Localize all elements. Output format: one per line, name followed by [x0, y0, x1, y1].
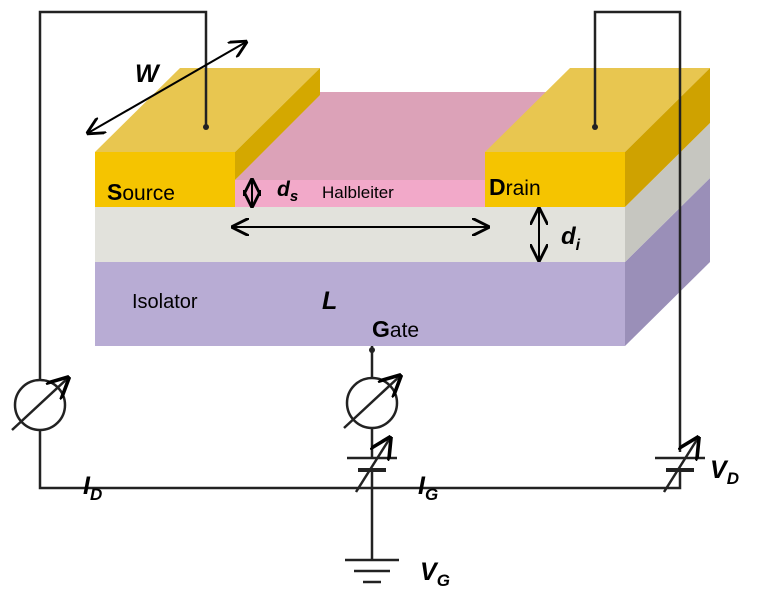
semiconductor-front	[235, 180, 485, 207]
width-label: W	[135, 60, 161, 88]
source-front	[95, 152, 235, 207]
wire-left-bottom	[38, 430, 372, 490]
gate-contact-dot	[369, 347, 375, 353]
gate-label: Gate	[372, 316, 419, 342]
wire-right-bottom	[372, 472, 682, 490]
drain-contact-dot	[592, 124, 598, 130]
di-label: di	[561, 223, 581, 254]
drain-label: Drain	[489, 174, 541, 200]
width-arrow	[88, 42, 246, 133]
variable-battery-icon	[347, 438, 397, 493]
insulator-side	[625, 123, 710, 262]
drain-electrode	[485, 68, 710, 207]
source-side	[235, 68, 320, 180]
gate-side	[625, 178, 710, 346]
ammeter-icon	[11, 378, 68, 432]
drain-side	[625, 68, 710, 207]
gate-layer	[95, 178, 710, 346]
gate-front	[95, 262, 625, 346]
ammeter-icon	[343, 376, 400, 430]
source-contact-dot	[203, 124, 209, 130]
drain-top	[485, 68, 710, 152]
isolator-label: Isolator	[132, 291, 198, 313]
vg-label: VG	[420, 558, 450, 590]
vd-label: VD	[710, 456, 739, 488]
variable-battery-icon	[655, 438, 705, 493]
id-label: ID	[83, 472, 102, 504]
length-label: L	[322, 287, 337, 315]
ds-label: ds	[277, 178, 298, 205]
semiconductor-label: Halbleiter	[322, 183, 394, 202]
wire-drain	[593, 10, 682, 452]
insulator-front	[95, 207, 625, 262]
ground-icon	[345, 558, 399, 584]
ig-label: IG	[418, 472, 438, 504]
source-label: Source	[107, 179, 175, 205]
drain-front	[485, 152, 625, 207]
